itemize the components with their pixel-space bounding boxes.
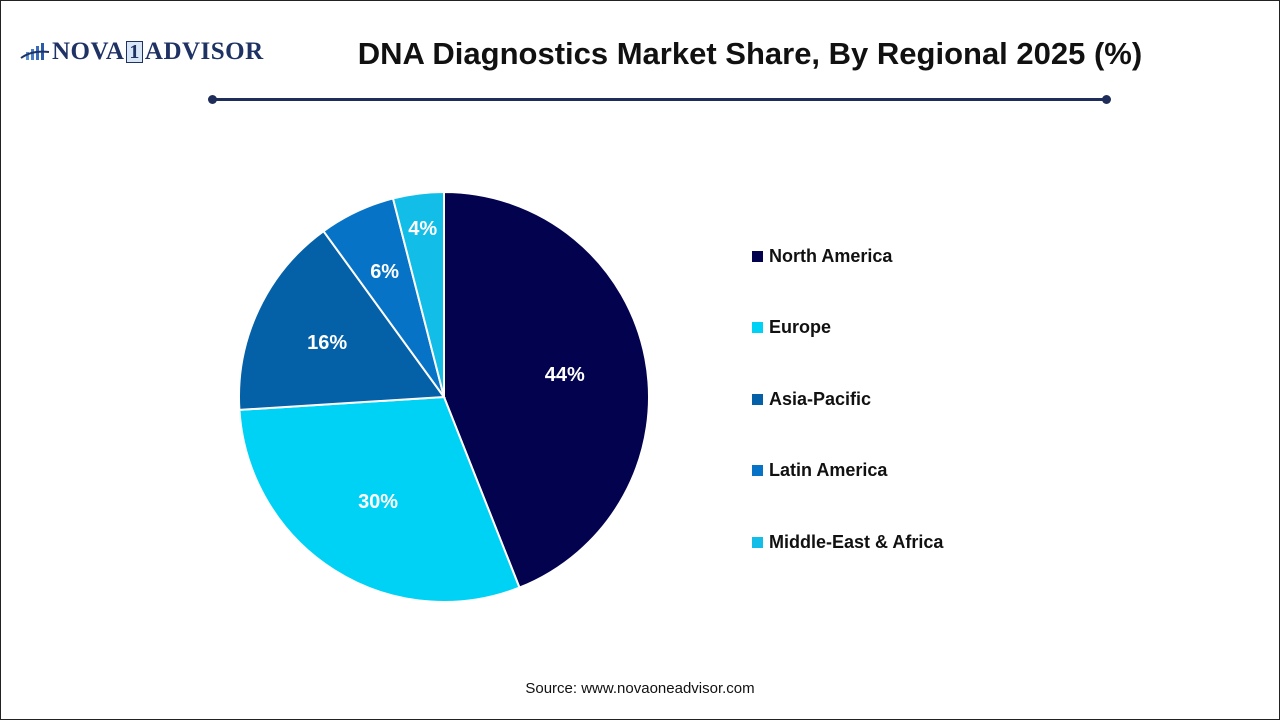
legend-label: Middle-East & Africa bbox=[769, 531, 944, 552]
legend-item-north-america: North America bbox=[752, 244, 943, 268]
bar-chart-swoosh-icon bbox=[20, 43, 50, 60]
pie-slice-europe bbox=[238, 395, 521, 603]
underline-left-dot bbox=[208, 95, 217, 104]
logo: NOVA 1 ADVISOR bbox=[20, 38, 264, 66]
legend: North America Europe Asia-Pacific Latin … bbox=[752, 244, 943, 602]
slice-label: 44% bbox=[545, 364, 585, 386]
slice-label: 4% bbox=[408, 218, 437, 240]
logo-text-nova: NOVA bbox=[52, 38, 125, 65]
pie-slice-middle-east-africa bbox=[391, 190, 445, 398]
legend-swatch bbox=[752, 250, 763, 262]
legend-item-middle-east-africa: Middle-East & Africa bbox=[752, 530, 943, 554]
legend-label: Latin America bbox=[769, 460, 888, 480]
slice-label: 16% bbox=[307, 332, 347, 354]
legend-item-asia-pacific: Asia-Pacific bbox=[752, 387, 943, 411]
chart-title: DNA Diagnostics Market Share, By Regiona… bbox=[357, 36, 1143, 71]
legend-label: Europe bbox=[769, 317, 832, 337]
source-note: Source: www.novaoneadvisor.com bbox=[525, 680, 755, 697]
slice-label: 6% bbox=[370, 261, 399, 283]
pie-slice-asia-pacific bbox=[238, 229, 446, 411]
logo-text-advisor: ADVISOR bbox=[144, 38, 264, 65]
legend-swatch bbox=[752, 393, 763, 405]
underline-right-dot bbox=[1102, 95, 1111, 104]
legend-label: North America bbox=[769, 245, 893, 266]
legend-swatch bbox=[752, 322, 763, 333]
legend-swatch bbox=[752, 536, 763, 548]
legend-item-latin-america: Latin America bbox=[752, 459, 943, 483]
legend-item-europe: Europe bbox=[752, 316, 943, 340]
logo-digit: 1 bbox=[126, 41, 143, 63]
title-underline bbox=[212, 98, 1108, 101]
pie-slice-north-america bbox=[443, 190, 650, 589]
legend-label: Asia-Pacific bbox=[769, 388, 872, 409]
slice-label: 30% bbox=[358, 491, 398, 513]
legend-swatch bbox=[752, 465, 763, 476]
